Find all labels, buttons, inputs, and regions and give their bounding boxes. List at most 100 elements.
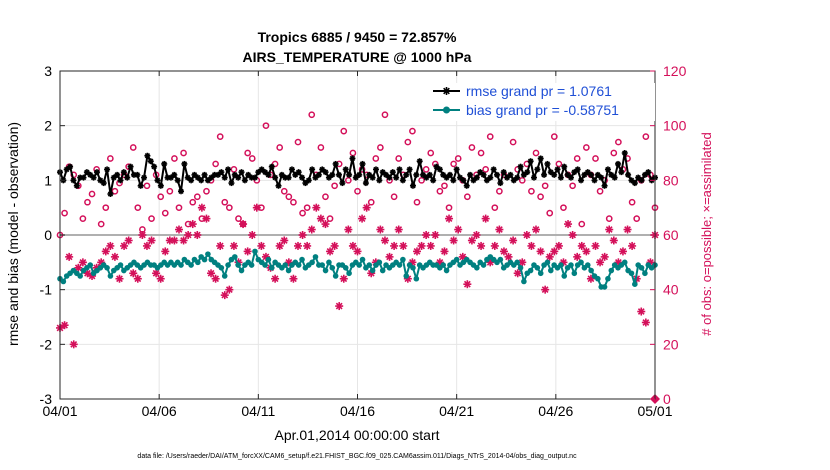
star-stroke [120,242,128,250]
star-stroke [500,248,508,255]
obs-possible-point [628,198,636,206]
obs-possible-point [592,155,599,162]
star-stroke [628,177,635,184]
star-stroke [228,180,235,186]
y-right-tick-label: 0 [663,391,671,407]
star-stroke [152,269,160,277]
star-stroke [161,248,169,255]
star-stroke [107,191,114,197]
rmse-point [295,169,302,176]
star-stroke [294,242,302,250]
star-stroke [622,150,628,156]
rmse-point [181,160,188,167]
bias-point [413,275,420,282]
bias-point [474,265,480,271]
obs-assimilated-point [596,258,605,267]
rmse-point [426,171,433,178]
bias-point [517,265,524,271]
star-stroke [225,166,231,173]
star-stroke [443,87,450,95]
bias-point [443,267,450,274]
rmse-point [567,174,574,181]
y-right-tick-label: 120 [663,63,687,79]
star-stroke [161,161,167,167]
obs-possible-point [340,127,348,135]
star-stroke [413,172,420,178]
star-stroke [450,177,456,184]
rmse-point [416,158,423,165]
star-stroke [611,174,618,181]
star-stroke [363,180,369,186]
bias-point [628,270,635,277]
rmse-point [342,166,349,173]
star-stroke [395,226,403,233]
obs-possible-point [454,155,462,162]
bias-point [332,273,339,279]
star-stroke [625,172,631,178]
rmse-point [161,160,168,167]
rmse-point [500,169,507,176]
obs-assimilated-point [600,252,609,261]
y-left-tick-label: -3 [40,391,53,407]
rmse-point [107,191,114,197]
star-stroke [480,172,487,178]
star-stroke [386,253,393,261]
star-stroke [356,172,362,178]
obs-assimilated-point [175,225,183,234]
star-stroke [201,172,208,178]
obs-possible-point [106,155,114,162]
obs-assimilated-point [564,220,573,229]
star-stroke [505,253,512,261]
obs-possible-point [605,215,613,222]
obs-assimilated-point [504,252,513,261]
rmse-point [369,174,376,181]
star-stroke [84,269,91,277]
rmse-point [423,174,430,181]
star-stroke [635,174,641,181]
star-stroke [376,177,383,184]
star-stroke [174,177,181,184]
x-tick-label: 05/01 [637,403,672,419]
star-stroke [134,172,141,178]
star-stroke [507,172,514,178]
star-stroke [303,242,311,250]
rmse-point [241,177,248,184]
bias-point [379,267,386,274]
rmse-point [399,177,406,184]
rmse-point [524,169,531,176]
obs-assimilated-point [417,241,426,250]
star-stroke [437,166,443,173]
rmse-point [137,182,144,189]
star-stroke [171,172,177,178]
obs-possible-point [532,149,540,157]
rmse-point [235,174,242,181]
star-stroke [454,226,462,233]
bias-point [514,259,520,266]
rmse-point [332,160,339,167]
rmse-point [120,169,127,176]
star-stroke [363,204,371,212]
star-stroke [404,275,412,283]
rmse-point [406,166,413,173]
obs-possible-point [560,204,567,212]
obs-assimilated-point [229,241,238,250]
obs-assimilated-point [532,225,540,234]
obs-possible-point [79,215,87,222]
obs-assimilated-point [202,214,211,223]
star-stroke [80,174,87,181]
star-stroke [289,166,295,173]
obs-possible-point [491,204,499,212]
star-stroke [464,183,470,189]
rmse-point [561,163,568,170]
bias-point [608,267,615,274]
obs-assimilated-point [440,247,449,256]
rmse-point [403,171,410,178]
obs-assimilated-point [449,236,458,245]
star-stroke [221,291,229,299]
obs-possible-point [409,127,416,135]
star-stroke [544,161,551,167]
star-stroke [151,163,157,170]
star-stroke [477,242,485,250]
rmse-point [322,169,329,176]
obs-possible-point [596,187,604,195]
